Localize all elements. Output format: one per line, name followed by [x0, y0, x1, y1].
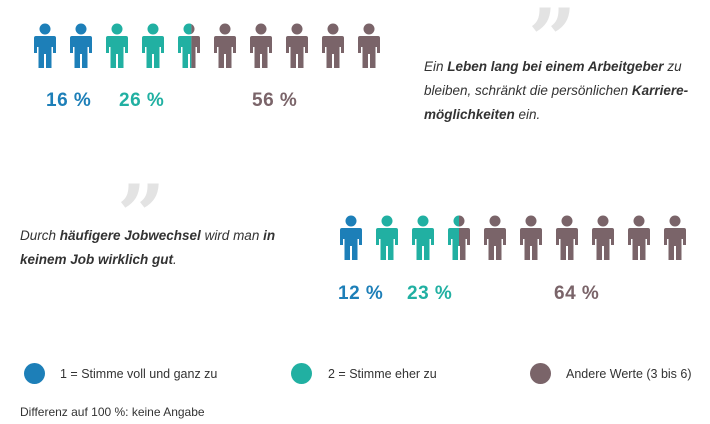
- quote-mark-icon: ”: [117, 166, 166, 265]
- quote-part: zu bleiben, schränkt die persönlichen: [424, 59, 682, 98]
- person-icon: [376, 215, 398, 260]
- quote-part: ein.: [514, 107, 541, 122]
- person-icon: [556, 215, 578, 260]
- person-icon: [358, 23, 380, 68]
- data-label: 26 %: [119, 90, 165, 111]
- quote-part: wird man: [200, 228, 264, 243]
- person-icon: [106, 23, 128, 68]
- quote-bold-part: in keinem Job wirklich gut: [20, 228, 276, 267]
- pictogram-row-2: [339, 214, 699, 264]
- people-icons-2: [340, 215, 686, 260]
- person-icon: [520, 215, 542, 260]
- person-icon: [484, 215, 506, 260]
- legend-label: Andere Werte (3 bis 6): [566, 367, 692, 381]
- data-label: 23 %: [407, 283, 453, 304]
- legend-dot-mauve: [530, 363, 551, 384]
- data-label: 12 %: [338, 283, 384, 304]
- legend-dot-blue: [24, 363, 45, 384]
- person-icon: [34, 23, 56, 68]
- quote-part: Durch: [20, 228, 60, 243]
- legend-label: 2 = Stimme eher zu: [328, 367, 437, 381]
- person-icon: [286, 23, 308, 68]
- quote-bold-part: Leben lang bei einem Arbeitgeber: [447, 59, 664, 74]
- quote-bold-part: häufigere Jobwechsel: [59, 228, 201, 243]
- legend-label: 1 = Stimme voll und ganz zu: [60, 367, 218, 381]
- person-icon: [592, 215, 614, 260]
- people-icons-1: [34, 23, 380, 68]
- quote-part: Ein: [424, 59, 448, 74]
- data-label: 16 %: [46, 90, 92, 111]
- person-icon: [214, 23, 236, 68]
- quote-mark-icon: ”: [528, 0, 577, 89]
- pictogram-row-1: [33, 22, 393, 72]
- data-label: 56 %: [252, 90, 298, 111]
- person-icon: [178, 23, 200, 68]
- person-icon: [250, 23, 272, 68]
- footnote: Differenz auf 100 %: keine Angabe: [20, 405, 205, 419]
- quote-text-2: Durch häufigere Jobwechsel wird man in k…: [20, 224, 320, 272]
- quote-part: .: [173, 252, 177, 267]
- person-icon: [664, 215, 686, 260]
- person-icon: [340, 215, 362, 260]
- person-icon: [448, 215, 470, 260]
- quote-text-1: Ein Leben lang bei einem Arbeitgeber zu …: [424, 55, 694, 127]
- person-icon: [628, 215, 650, 260]
- data-label: 64 %: [554, 283, 600, 304]
- quote-bold-part: Karriere-möglichkeiten: [424, 83, 689, 122]
- person-icon: [322, 23, 344, 68]
- legend-dot-teal: [291, 363, 312, 384]
- person-icon: [70, 23, 92, 68]
- person-icon: [412, 215, 434, 260]
- person-icon: [142, 23, 164, 68]
